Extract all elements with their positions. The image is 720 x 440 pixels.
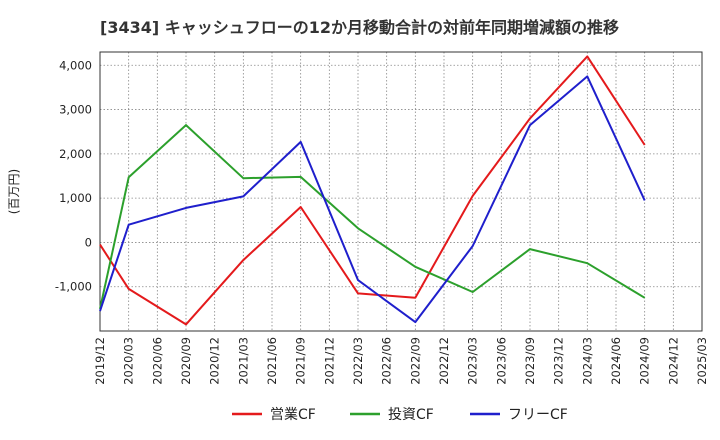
x-tick-label: 2023/06 [494,337,508,385]
legend-label: 営業CF [270,407,316,423]
x-tick-label: 2025/03 [695,337,709,385]
y-tick-label: 1,000 [59,191,92,205]
x-tick-label: 2023/09 [523,337,537,385]
x-tick-label: 2021/03 [236,337,250,385]
x-tick-label: 2024/06 [609,337,623,385]
x-tick-label: 2024/12 [666,337,680,385]
x-tick-label: 2020/09 [179,337,193,385]
series-lines [99,55,646,326]
x-tick-label: 2021/06 [265,337,279,385]
x-tick-label: 2020/06 [150,337,164,385]
x-tick-label: 2024/03 [580,337,594,385]
series-line [99,124,646,310]
x-tick-label: 2022/03 [351,337,365,385]
x-tick-label: 2022/09 [408,337,422,385]
legend-label: 投資CF [388,407,434,423]
x-tick-label: 2023/12 [552,337,566,385]
series-line [99,55,646,326]
x-tick-label: 2020/12 [208,337,222,385]
x-tick-label: 2020/03 [122,337,136,385]
x-tick-label: 2021/12 [322,337,336,385]
y-tick-label: 2,000 [59,147,92,161]
series-line [99,75,646,324]
plot-frame [99,51,703,332]
y-tick-label: 4,000 [59,58,92,72]
y-tick-label: 0 [85,235,92,249]
legend: 営業CF 投資CF フリーCF [232,407,568,423]
legend-label: フリーCF [508,407,568,423]
y-tick-label: -1,000 [55,280,92,294]
x-tick-label: 2021/09 [294,337,308,385]
x-tick-label: 2024/09 [638,337,652,385]
x-tick-label: 2023/03 [466,337,480,385]
axes: -1,000 0 1,000 2,000 3,000 4,000 2019/12 2020/0… [7,51,709,385]
y-axis-label: (百万円) [7,169,21,214]
y-tick-label: 3,000 [59,103,92,117]
chart-title: [3434] キャッシュフローの12か月移動合計の対前年同期増減額の推移 [100,18,619,37]
x-tick-label: 2022/06 [380,337,394,385]
x-tick-label: 2022/12 [437,337,451,385]
x-tick-label: 2019/12 [93,337,107,385]
